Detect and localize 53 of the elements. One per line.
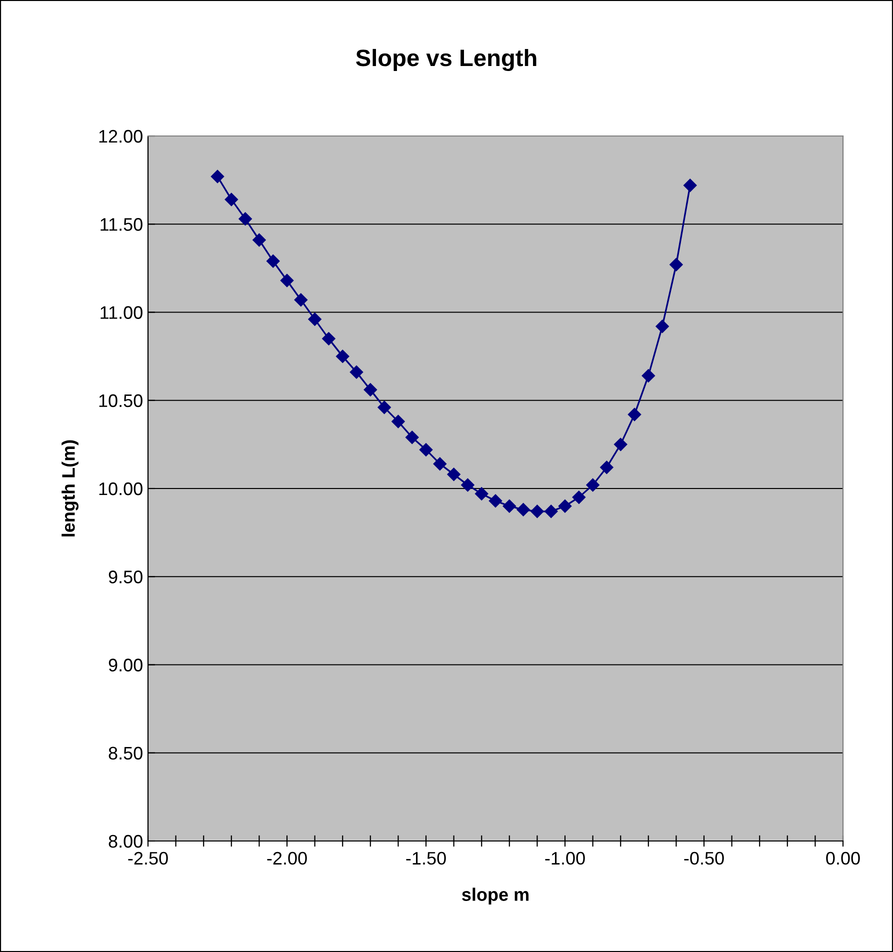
- point: [600, 460, 614, 474]
- point: [210, 170, 224, 184]
- y-tick-label: 9.00: [108, 658, 142, 672]
- point: [516, 503, 530, 516]
- point: [252, 233, 266, 247]
- x-tick-label: 0.00: [826, 852, 860, 865]
- x-tick-label: -1.00: [545, 852, 585, 865]
- y-tick-label: 11.00: [100, 306, 142, 319]
- y-tick-label: 11.50: [100, 218, 142, 231]
- point: [628, 408, 642, 422]
- point: [558, 500, 572, 513]
- point: [530, 504, 544, 518]
- y-tick-label: 10.00: [99, 482, 142, 496]
- x-tick-label: -0.50: [684, 852, 724, 865]
- point: [336, 350, 350, 363]
- y-tick-label: 8.50: [108, 746, 142, 760]
- point: [572, 490, 586, 504]
- point: [502, 500, 516, 513]
- x-tick-label: -2.00: [267, 852, 307, 865]
- x-tick-label: -2.50: [128, 852, 168, 865]
- point: [224, 192, 238, 206]
- y-axis-title: length L(m): [62, 440, 79, 536]
- point: [586, 478, 600, 492]
- point: [406, 430, 419, 444]
- y-tick-label: 12.00: [99, 130, 142, 143]
- point: [294, 293, 308, 306]
- point: [656, 320, 669, 333]
- point: [364, 383, 377, 396]
- point: [433, 457, 446, 470]
- point: [378, 400, 391, 414]
- y-tick-label: 9.50: [108, 570, 142, 584]
- x-tick-label: -1.50: [406, 852, 446, 865]
- point: [475, 487, 488, 500]
- point: [488, 494, 502, 508]
- point: [684, 178, 697, 192]
- y-tick-label: 8.00: [108, 834, 142, 848]
- point: [670, 258, 683, 272]
- chart-title: Slope vs Length: [356, 48, 536, 72]
- point: [350, 366, 364, 379]
- point: [238, 212, 252, 226]
- y-tick-label: 10.50: [99, 394, 142, 408]
- point: [392, 414, 405, 428]
- point: [419, 443, 433, 456]
- point: [447, 468, 460, 481]
- point: [544, 504, 558, 518]
- point: [614, 438, 628, 452]
- point: [642, 369, 655, 382]
- point: [322, 332, 336, 346]
- point: [461, 478, 474, 492]
- x-axis-title: slope m: [462, 888, 528, 905]
- point: [308, 312, 322, 326]
- point: [266, 254, 280, 268]
- point: [280, 274, 294, 288]
